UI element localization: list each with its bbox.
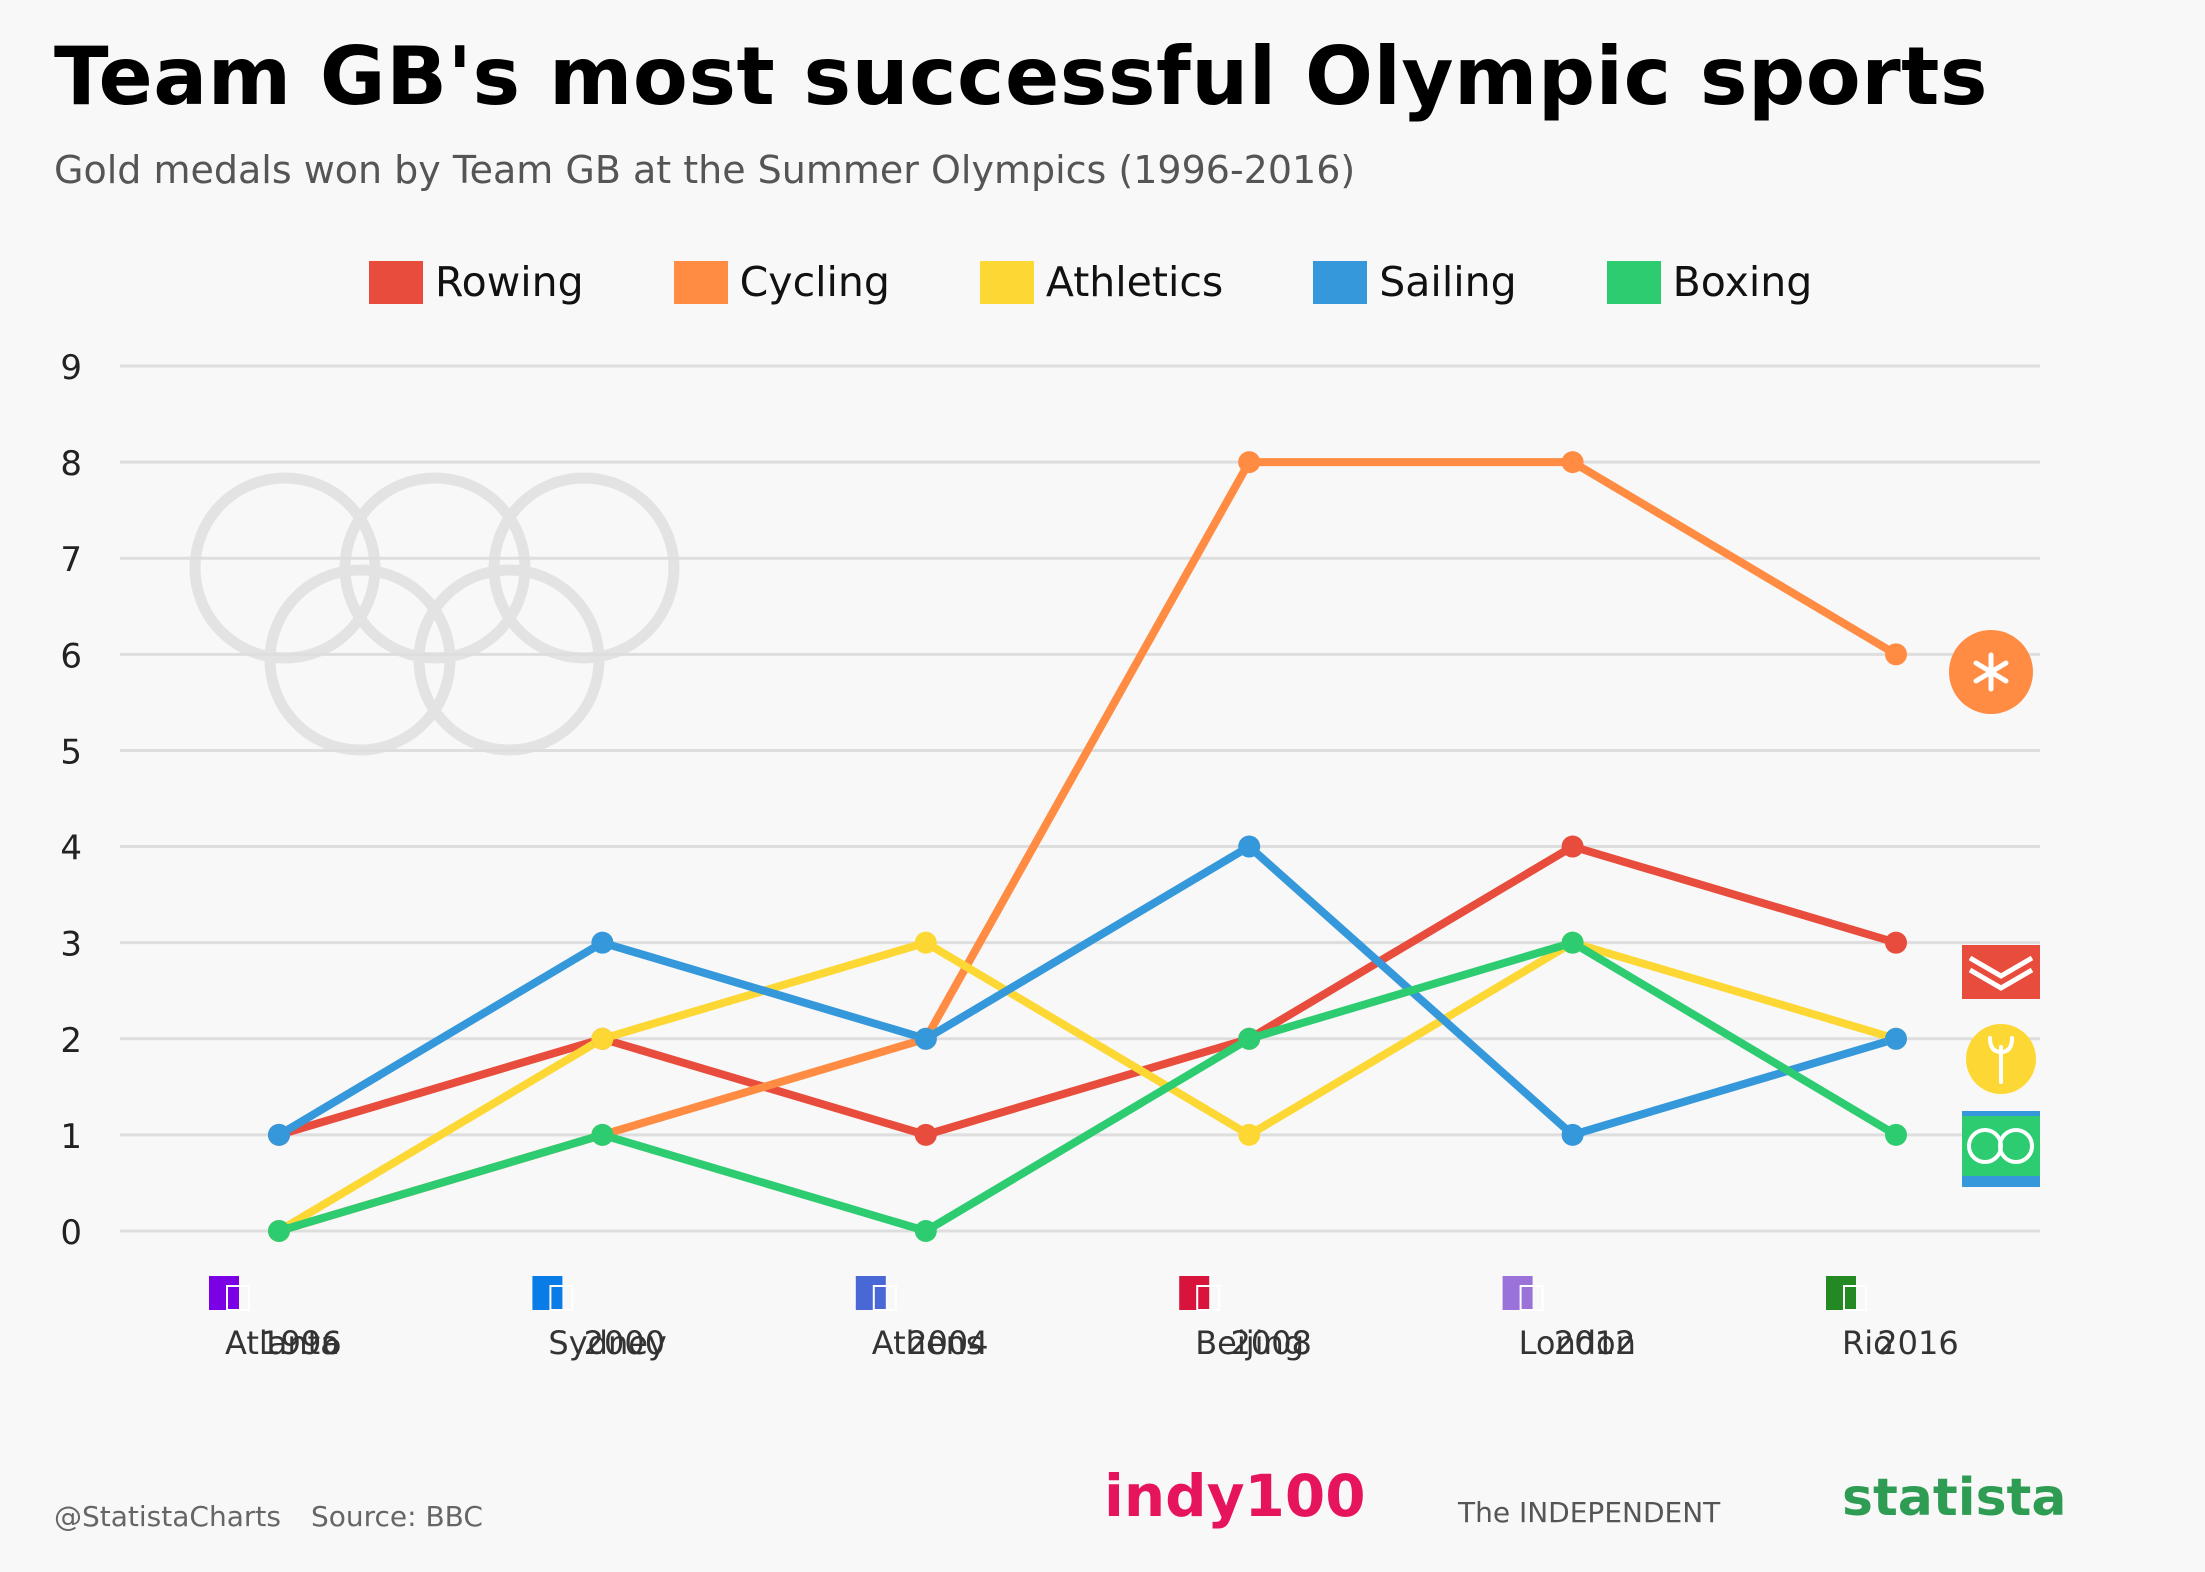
gridlines (120, 364, 2040, 1233)
host-flag-detail (1519, 1285, 1544, 1311)
independent-logo: The INDEPENDENT (1458, 1496, 1721, 1529)
statista-logo: statista (1842, 1468, 2067, 1528)
host-flag-detail (549, 1285, 574, 1311)
host-flag-detail (872, 1285, 897, 1311)
data-point-sailing (591, 931, 614, 954)
host-flag-detail (1196, 1285, 1221, 1311)
host-flag-detail (1843, 1285, 1867, 1311)
series-line-athletics (275, 938, 1900, 1235)
data-point-sailing (1561, 1123, 1584, 1146)
x-tick-city-label: Rio (1842, 1324, 1893, 1362)
series-points (268, 451, 1907, 1242)
legend-swatch-rowing (369, 260, 423, 304)
legend-item-boxing: Boxing (1606, 258, 1813, 306)
x-tick-city-label: Athens (872, 1324, 983, 1362)
host-flag-icon (209, 1276, 239, 1310)
y-tick-label: 1 (60, 1117, 82, 1157)
x-tick-city-label: London (1519, 1324, 1636, 1362)
data-point-sailing (1238, 835, 1261, 858)
indy100-logo: indy100 (1104, 1462, 1366, 1530)
chart-subtitle: Gold medals won by Team GB at the Summer… (54, 148, 1356, 192)
y-tick-label: 7 (60, 540, 82, 580)
data-point-boxing (1885, 1123, 1907, 1146)
host-flag-icon (855, 1276, 886, 1310)
source-text: Source: BBC (310, 1500, 483, 1533)
data-point-cycling (1561, 451, 1584, 474)
host-flag-icon (1179, 1276, 1210, 1310)
y-tick-label: 2 (60, 1021, 82, 1061)
data-point-sailing (268, 1123, 290, 1146)
x-tick-year-label: 2016 (1877, 1324, 1958, 1362)
data-point-rowing (1885, 931, 1907, 954)
data-point-sailing (914, 1027, 937, 1050)
x-tick-city-label: Beijing (1195, 1324, 1304, 1362)
x-tick-year-label: 2004 (907, 1324, 988, 1362)
series-line-boxing (275, 938, 1900, 1235)
data-point-cycling (1885, 643, 1907, 666)
legend-item-rowing: Rowing (369, 258, 584, 306)
host-flag-icon (532, 1276, 563, 1310)
cycling-icon (1949, 630, 2033, 714)
host-flag-icon (1502, 1276, 1533, 1310)
boxing-icon (1962, 1116, 2040, 1176)
legend-label-athletics: Athletics (1045, 258, 1224, 306)
y-tick-label: 9 (60, 348, 82, 388)
x-tick-city-label: Atlanta (225, 1324, 340, 1362)
x-tick-year-label: 2000 (584, 1324, 665, 1362)
host-flag-detail (226, 1285, 250, 1311)
data-point-boxing (591, 1123, 614, 1146)
legend-item-sailing: Sailing (1313, 258, 1517, 306)
data-point-sailing (1885, 1027, 1907, 1050)
data-point-athletics (1238, 1123, 1261, 1146)
legend-swatch-sailing (1313, 260, 1368, 304)
series-line-sailing (275, 842, 1900, 1139)
chart-title: Team GB's most successful Olympic sports (54, 30, 1989, 123)
legend-label-rowing: Rowing (435, 258, 584, 306)
y-tick-label: 3 (60, 925, 82, 965)
olympic-rings-icon (189, 472, 680, 756)
y-axis-ticks: 0 1 2 3 4 5 6 7 8 9 (60, 348, 82, 1253)
data-point-rowing (914, 1123, 937, 1146)
footer-source: @StatistaCharts Source: BBC (54, 1500, 483, 1533)
data-point-boxing (1238, 1027, 1261, 1050)
x-tick-year-label: 1996 (260, 1324, 341, 1362)
legend-item-cycling: Cycling (673, 258, 890, 306)
legend-swatch-boxing (1606, 260, 1661, 304)
rowing-icon (1962, 945, 2040, 999)
athletics-icon (1966, 1024, 2036, 1094)
data-point-athletics (914, 931, 937, 954)
legend-item-athletics: Athletics (979, 258, 1224, 306)
host-flag-icon (1826, 1276, 1856, 1310)
y-tick-label: 8 (60, 444, 82, 484)
legend-label-boxing: Boxing (1672, 258, 1813, 306)
series-line-rowing (275, 842, 1900, 1139)
statista-handle: @StatistaCharts (54, 1500, 281, 1533)
sport-icons (1949, 630, 2040, 1187)
y-tick-label: 6 (60, 636, 82, 676)
data-point-rowing (1561, 835, 1584, 858)
x-tick-year-label: 2012 (1554, 1324, 1635, 1362)
data-point-boxing (268, 1220, 290, 1242)
y-tick-label: 5 (60, 732, 82, 772)
legend-swatch-cycling (673, 260, 728, 304)
x-tick-year-label: 2008 (1230, 1324, 1311, 1362)
data-point-cycling (1238, 451, 1261, 474)
legend-label-sailing: Sailing (1379, 258, 1517, 306)
y-tick-label: 4 (60, 829, 82, 869)
series-lines (275, 458, 1900, 1235)
legend-swatch-athletics (979, 260, 1034, 304)
data-point-boxing (914, 1220, 937, 1242)
legend-label-cycling: Cycling (739, 258, 890, 306)
data-point-athletics (591, 1027, 614, 1050)
y-tick-label: 0 (60, 1213, 82, 1253)
data-point-boxing (1561, 931, 1584, 954)
chart-legend: Rowing Cycling Athletics Sailing Boxing (369, 258, 1812, 306)
x-tick-city-label: Sydney (548, 1324, 666, 1362)
